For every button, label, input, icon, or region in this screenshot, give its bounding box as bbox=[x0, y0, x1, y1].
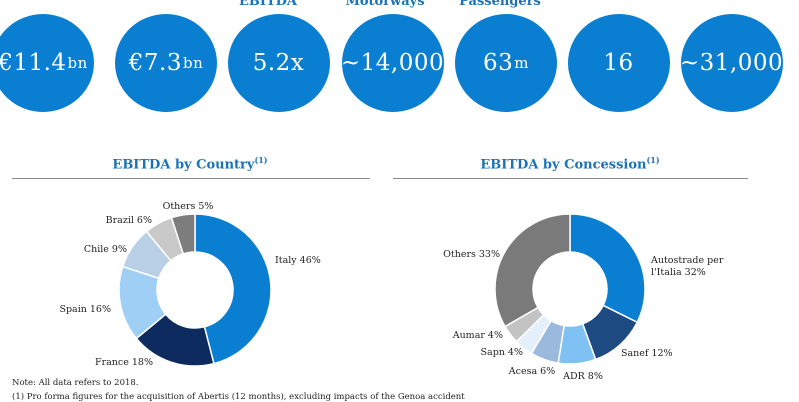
concession-chart-title: EBITDA by Concession(1) bbox=[480, 155, 659, 172]
slice-label: Others 33% bbox=[443, 249, 500, 260]
kpi-value: €7.3 bbox=[128, 50, 182, 76]
passengers-label: Passengers bbox=[459, 0, 541, 9]
kpi-unit: bn bbox=[67, 54, 88, 72]
kpi-unit: bn bbox=[182, 54, 204, 72]
kpi-circle-revenue: €11.4 bn bbox=[0, 14, 94, 112]
note-data-year: Note: All data refers to 2018. bbox=[12, 378, 139, 388]
concession-chart-title-text: EBITDA by Concession bbox=[480, 157, 647, 173]
slice-italy bbox=[194, 213, 272, 365]
kpi-value: €11.4 bbox=[0, 50, 67, 76]
kpi-unit: m bbox=[514, 54, 529, 72]
kpi-circle-ebitda: €7.3 bn bbox=[115, 14, 217, 112]
slice-label: Aumar 4% bbox=[452, 330, 503, 341]
slice-others bbox=[170, 213, 196, 255]
kpi-circle-leverage: 5.2x bbox=[228, 14, 330, 112]
concession-donut: Autostrade per l'Italia 32% Sanef 12% ADR 8… bbox=[443, 213, 724, 382]
country-chart-title: EBITDA by Country(1) bbox=[112, 155, 267, 172]
slice-label: France 18% bbox=[95, 357, 153, 368]
slice-label: Italy 46% bbox=[275, 255, 321, 266]
slice-label: Acesa 6% bbox=[508, 366, 555, 377]
kpi-circle-motorways: ~14,000 bbox=[340, 14, 445, 112]
ebitda-label: EBITDA bbox=[238, 0, 298, 9]
slice-label: Others 5% bbox=[163, 201, 214, 212]
note-footnote: (1) Pro forma figures for the acquisitio… bbox=[12, 392, 465, 402]
slice-autostrade-per-l-italia bbox=[569, 213, 646, 324]
kpi-value: 63 bbox=[482, 50, 514, 76]
footnote-marker: (1) bbox=[646, 155, 660, 165]
slice-label: Autostrade per l'Italia 32% bbox=[650, 255, 724, 278]
concession-title-rule bbox=[393, 178, 748, 179]
slice-label: Brazil 6% bbox=[106, 215, 152, 226]
kpi-circle-employees: ~31,000 bbox=[679, 14, 784, 112]
slice-label: Spain 16% bbox=[59, 304, 111, 315]
country-title-rule bbox=[12, 178, 370, 179]
kpi-value: ~14,000 bbox=[340, 50, 445, 76]
country-donut: Italy 46% France 18% Spain 16% Chile 9% Braz… bbox=[59, 201, 320, 368]
kpi-value: ~31,000 bbox=[679, 50, 784, 76]
slice-label: Chile 9% bbox=[84, 244, 127, 255]
footnote-marker: (1) bbox=[254, 155, 268, 165]
motorways-label: Motorways bbox=[345, 0, 425, 9]
kpi-circle-countries: 16 bbox=[568, 14, 670, 112]
kpi-value: 5.2x bbox=[252, 50, 305, 76]
slice-label: Sapn 4% bbox=[481, 347, 523, 358]
country-chart-title-text: EBITDA by Country bbox=[112, 157, 255, 173]
slice-others bbox=[494, 213, 571, 328]
kpi-value: 16 bbox=[603, 50, 634, 76]
slice-label: ADR 8% bbox=[562, 371, 603, 382]
slice-label: Sanef 12% bbox=[621, 348, 673, 359]
kpi-circle-passengers: 63 m bbox=[455, 14, 557, 112]
